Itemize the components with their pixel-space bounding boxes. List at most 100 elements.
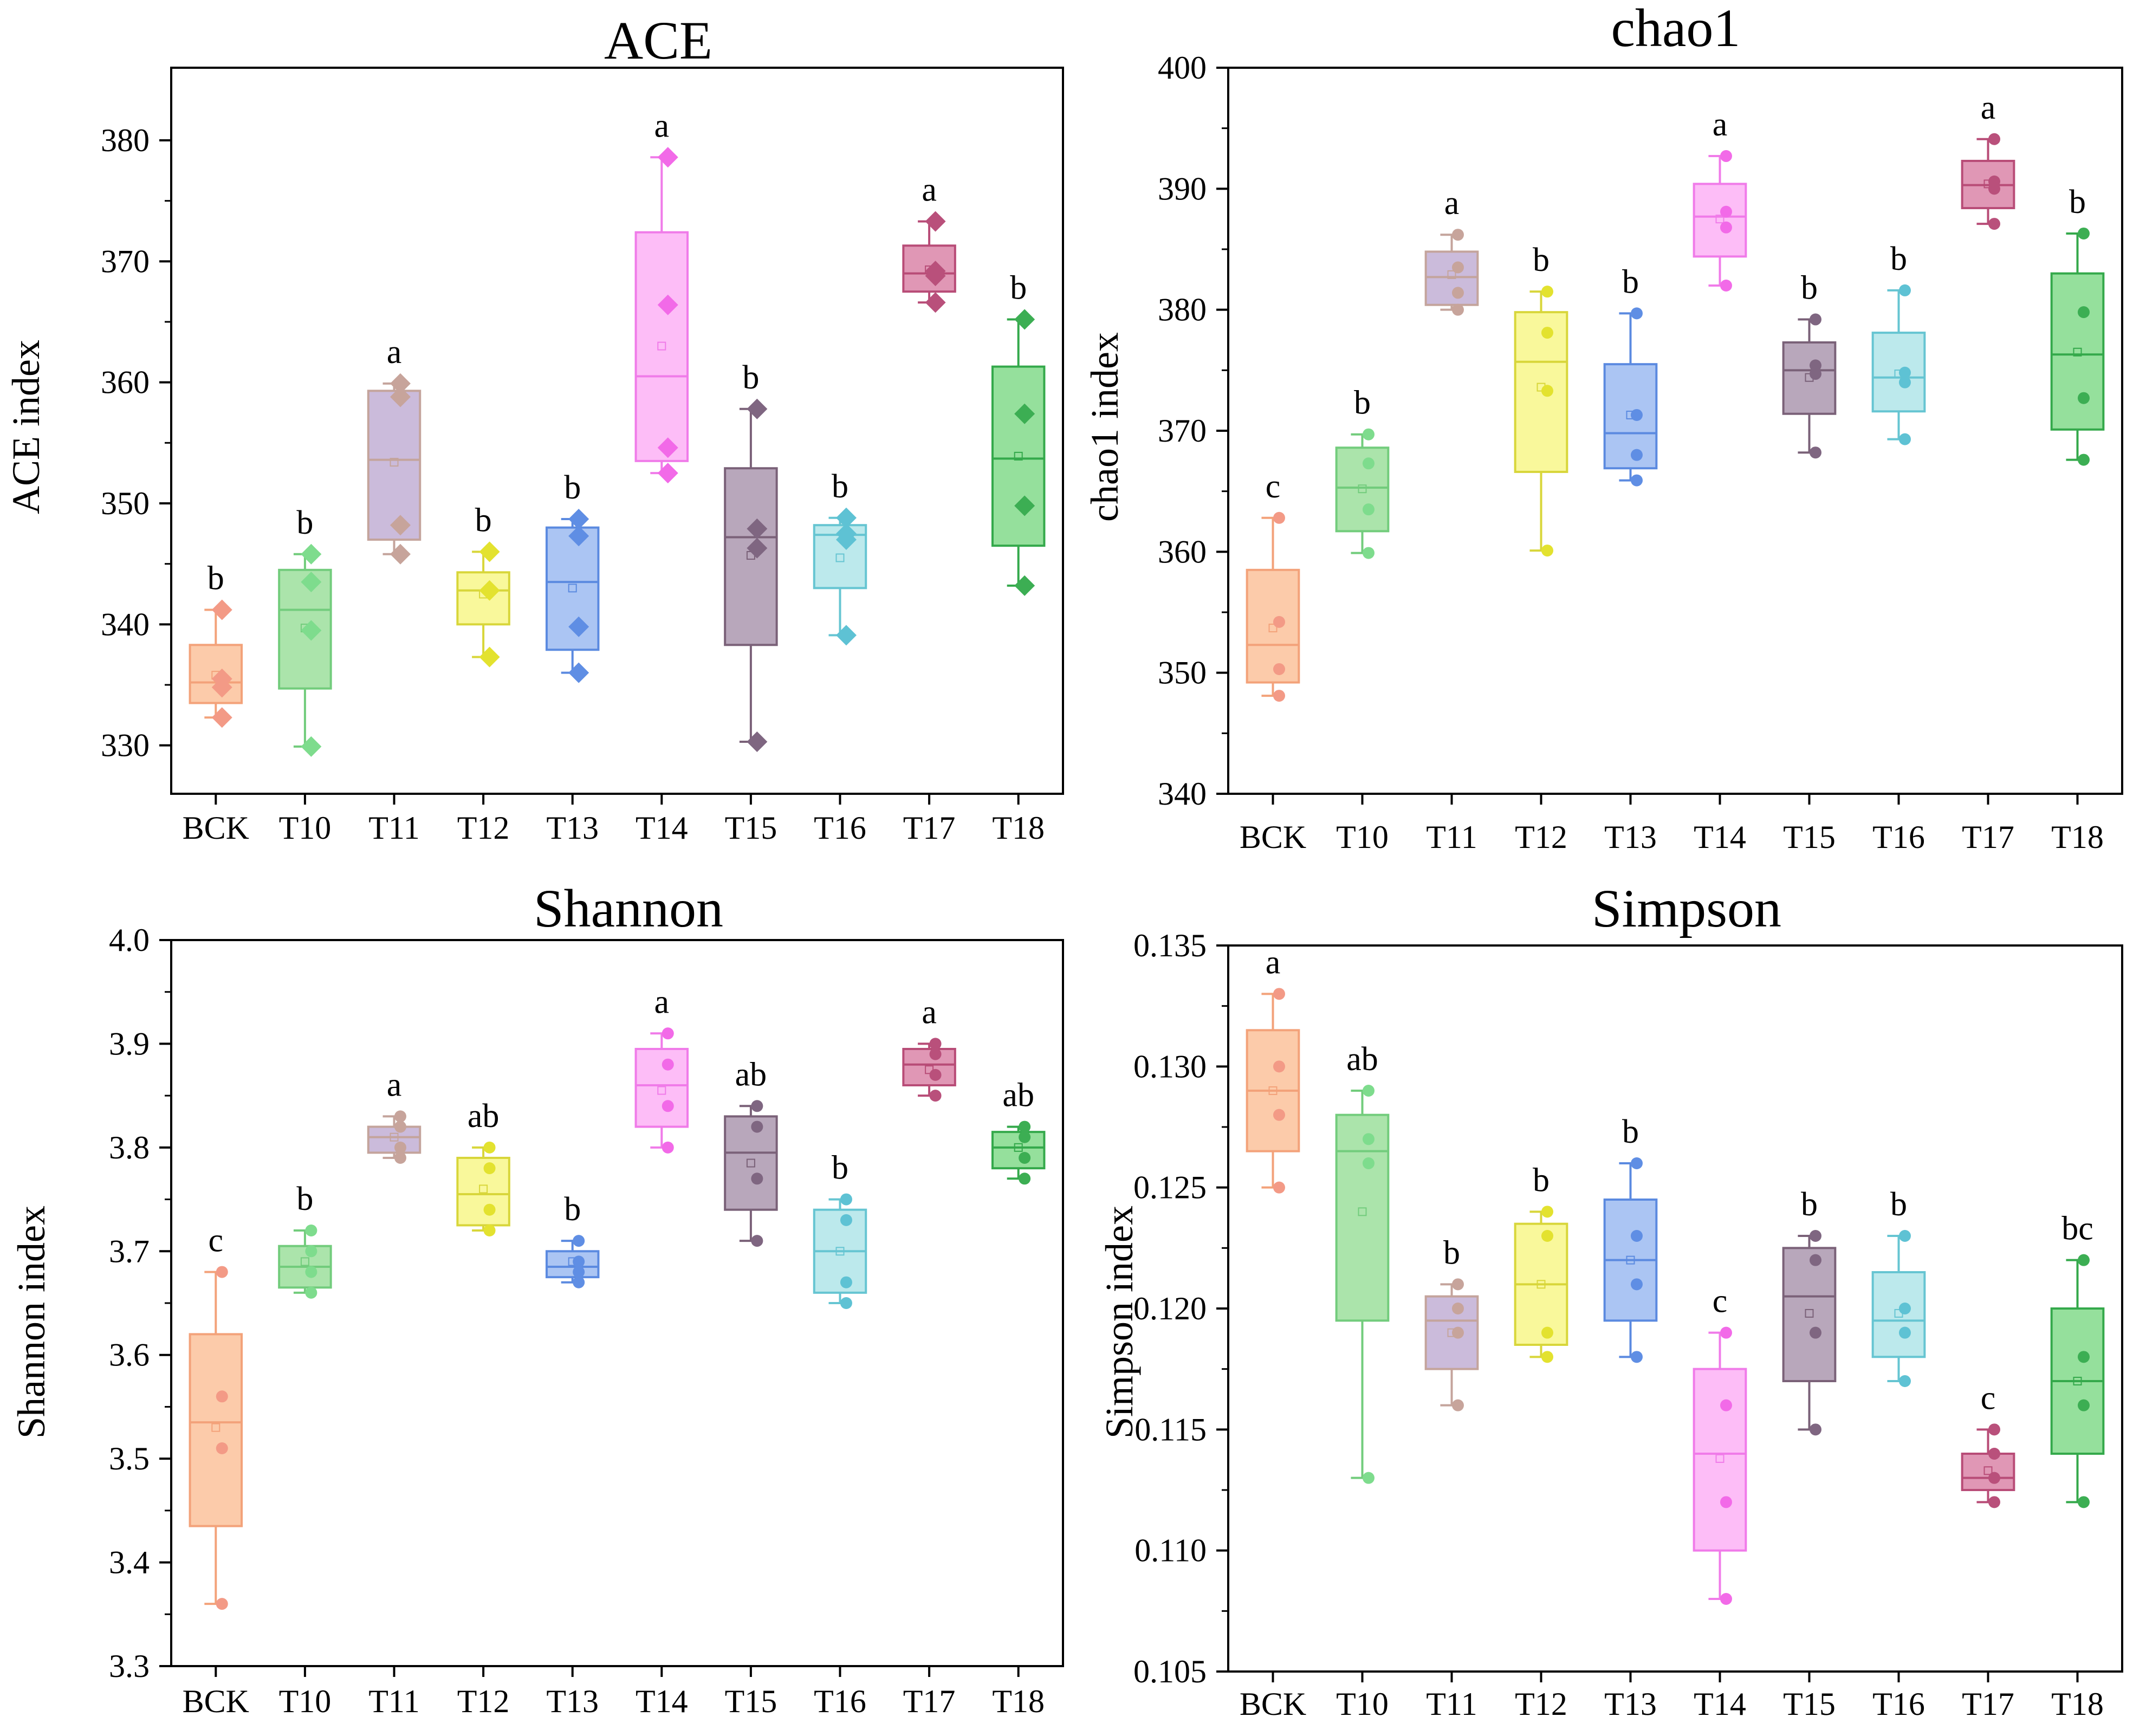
- mean-marker: [1715, 215, 1724, 224]
- data-point: [1014, 575, 1035, 596]
- y-tick-label: 340: [101, 606, 150, 642]
- data-point: [216, 1598, 228, 1610]
- mean-marker: [1014, 451, 1023, 461]
- significance-letter: b: [296, 504, 313, 541]
- mean-marker: [835, 553, 845, 562]
- data-point: [1541, 327, 1553, 339]
- x-tick-label: T13: [546, 810, 599, 846]
- data-point: [1362, 428, 1375, 441]
- data-point: [2077, 392, 2090, 404]
- data-point: [2077, 1496, 2090, 1508]
- mean-marker: [1626, 1255, 1635, 1265]
- data-point: [1019, 1173, 1031, 1185]
- data-point: [1019, 1131, 1031, 1143]
- data-point: [1630, 307, 1643, 320]
- data-point: [573, 1266, 585, 1278]
- data-point: [483, 1162, 496, 1175]
- data-point: [216, 1390, 228, 1403]
- data-point: [573, 1235, 585, 1247]
- data-point: [1898, 366, 1911, 379]
- data-point: [1273, 1060, 1285, 1073]
- x-tick-label: T15: [725, 810, 777, 846]
- data-point: [657, 294, 678, 315]
- x-tick-label: T12: [457, 1683, 510, 1719]
- x-tick-label: T14: [1694, 819, 1746, 855]
- x-tick-label: T16: [1872, 1686, 1925, 1722]
- x-tick-label: BCK: [183, 1683, 249, 1719]
- x-tick-label: T11: [368, 1683, 419, 1719]
- significance-letter: b: [1443, 1234, 1460, 1271]
- data-point: [1451, 1303, 1464, 1314]
- data-point: [1898, 1230, 1911, 1242]
- data-point: [751, 1120, 763, 1133]
- data-point: [840, 1297, 852, 1309]
- data-point: [2077, 1254, 2090, 1266]
- x-tick-label: T16: [814, 810, 866, 846]
- data-point: [657, 147, 678, 168]
- data-point: [390, 515, 411, 536]
- data-point: [1898, 1326, 1911, 1339]
- data-point: [747, 398, 768, 419]
- significance-letter: c: [1981, 1379, 1996, 1416]
- data-point: [662, 1027, 674, 1040]
- box: [1514, 311, 1568, 473]
- significance-letter: b: [564, 1191, 581, 1228]
- y-tick-label: 3.5: [109, 1441, 150, 1476]
- data-point: [1898, 376, 1911, 388]
- significance-letter: a: [1713, 106, 1728, 143]
- data-point: [1451, 1278, 1464, 1291]
- x-tick-label: T10: [1336, 1686, 1389, 1722]
- data-point: [1273, 1109, 1285, 1121]
- data-point: [1720, 1593, 1732, 1605]
- data-point: [1273, 511, 1285, 524]
- data-point: [751, 1100, 763, 1112]
- data-point: [1541, 1351, 1553, 1363]
- data-point: [657, 463, 678, 484]
- y-tick-label: 3.8: [109, 1130, 150, 1165]
- significance-letter: b: [208, 560, 224, 597]
- significance-letter: b: [475, 502, 492, 539]
- data-point: [1362, 1157, 1375, 1169]
- data-point: [1019, 1120, 1031, 1133]
- box: [634, 231, 689, 462]
- data-point: [1362, 457, 1375, 470]
- box: [1871, 1271, 1926, 1358]
- significance-letter: b: [1533, 242, 1549, 278]
- data-point: [662, 1100, 674, 1112]
- data-point: [1630, 1230, 1643, 1242]
- box: [189, 1333, 243, 1527]
- chart-title: Simpson: [1592, 878, 1781, 938]
- data-point: [301, 572, 322, 593]
- data-point: [1809, 368, 1821, 380]
- mean-marker: [300, 1257, 309, 1266]
- data-point: [925, 211, 946, 232]
- significance-letter: a: [1266, 944, 1281, 981]
- data-point: [1809, 1230, 1821, 1242]
- significance-letter: b: [1622, 1113, 1639, 1150]
- box: [1693, 1368, 1747, 1552]
- data-point: [211, 599, 232, 620]
- significance-letter: b: [1801, 1186, 1818, 1223]
- data-point: [305, 1266, 317, 1278]
- data-point: [394, 1152, 406, 1164]
- data-point: [1720, 1326, 1732, 1339]
- significance-letter: ab: [468, 1098, 500, 1135]
- mean-marker: [657, 341, 666, 351]
- data-point: [211, 707, 232, 728]
- x-tick-label: T11: [368, 810, 419, 846]
- data-point: [1451, 261, 1464, 274]
- significance-letter: c: [1266, 468, 1281, 505]
- data-point: [929, 1090, 942, 1102]
- mean-marker: [2073, 347, 2082, 357]
- data-point: [394, 1110, 406, 1123]
- data-point: [2077, 1399, 2090, 1411]
- data-point: [301, 736, 322, 757]
- data-point: [1014, 495, 1035, 516]
- data-point: [483, 1141, 496, 1154]
- data-point: [1809, 359, 1821, 372]
- box: [991, 1131, 1046, 1170]
- data-point: [835, 507, 857, 528]
- significance-letter: bc: [2061, 1210, 2093, 1247]
- significance-letter: b: [1010, 270, 1027, 307]
- data-point: [390, 386, 411, 407]
